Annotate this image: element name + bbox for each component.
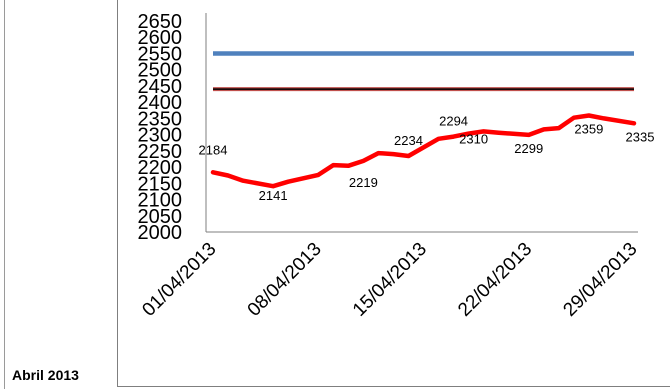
x-tick-label: 08/04/2013 bbox=[244, 239, 326, 321]
y-tick-label: 2150 bbox=[138, 173, 183, 195]
page-label: Abril 2013 bbox=[12, 367, 79, 383]
y-tick-label: 2450 bbox=[138, 76, 183, 98]
y-tick-label: 2050 bbox=[138, 206, 183, 228]
data-label: 2359 bbox=[574, 121, 603, 136]
y-tick-label: 2650 bbox=[138, 11, 183, 33]
data-label: 2335 bbox=[626, 129, 655, 144]
red-series-line bbox=[210, 113, 637, 189]
data-label: 2234 bbox=[394, 133, 423, 148]
y-tick-label: 2200 bbox=[138, 157, 183, 179]
chart-frame bbox=[117, 0, 670, 387]
y-tick-label: 2250 bbox=[138, 141, 183, 163]
data-labels: 2184 2141 2219 2234 2294 2310 2299 2359 2335 bbox=[199, 114, 655, 204]
y-tick-label: 2600 bbox=[138, 27, 183, 49]
axes bbox=[205, 13, 638, 233]
y-tick-label: 2400 bbox=[138, 92, 183, 114]
x-tick-label: 01/04/2013 bbox=[138, 239, 220, 321]
data-label: 2184 bbox=[199, 142, 228, 157]
x-axis-ticks: 01/04/2013 08/04/2013 15/04/2013 22/04/2013… bbox=[138, 239, 641, 321]
y-tick-label: 2100 bbox=[138, 190, 183, 212]
y-tick-label: 2300 bbox=[138, 125, 183, 147]
x-tick-label: 15/04/2013 bbox=[349, 239, 431, 321]
y-tick-label: 2550 bbox=[138, 43, 183, 65]
left-border bbox=[4, 0, 5, 389]
y-tick-label: 2350 bbox=[138, 108, 183, 130]
data-label: 2219 bbox=[349, 175, 378, 190]
data-label: 2310 bbox=[459, 131, 488, 146]
x-tick-label: 29/04/2013 bbox=[559, 239, 641, 321]
data-label: 2294 bbox=[439, 114, 468, 129]
y-axis-ticks: 2000205021002150220022502300235024002450… bbox=[138, 11, 183, 244]
series-group bbox=[210, 51, 637, 189]
x-tick-label: 22/04/2013 bbox=[454, 239, 536, 321]
data-label: 2299 bbox=[514, 141, 543, 156]
data-label: 2141 bbox=[259, 188, 288, 203]
y-tick-label: 2000 bbox=[138, 222, 183, 244]
y-tick-label: 2500 bbox=[138, 60, 183, 82]
